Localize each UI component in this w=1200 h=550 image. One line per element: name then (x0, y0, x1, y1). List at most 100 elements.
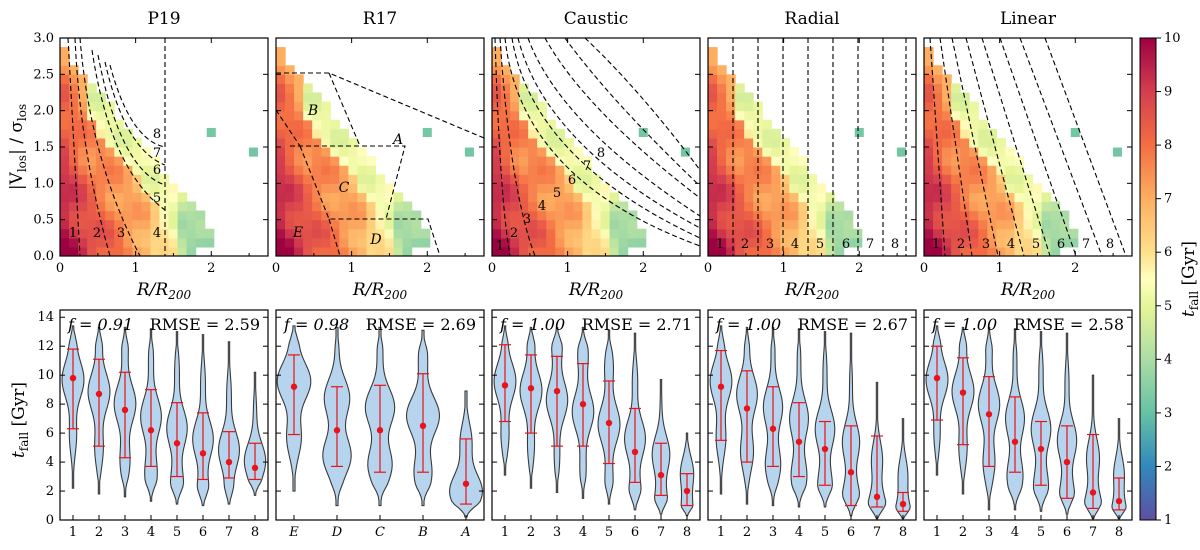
heatmap-cell (375, 246, 386, 256)
heatmap-cell (159, 237, 170, 248)
heatmap-cell (537, 237, 547, 248)
heatmap-cell (366, 174, 377, 184)
heatmap-cell (591, 174, 602, 184)
heatmap-cell (1041, 219, 1052, 230)
heatmap-cell (303, 246, 313, 256)
heatmap-cell (726, 83, 736, 94)
heatmap-cell (60, 174, 70, 184)
heatmap-cell (123, 156, 133, 166)
heatmap-cell (1014, 219, 1025, 230)
heatmap-cell (78, 210, 88, 221)
heatmap-cell (942, 192, 952, 203)
heatmap-cell (600, 228, 611, 239)
heatmap-cell (195, 210, 206, 221)
heatmap-cell (78, 137, 88, 148)
heatmap-cell (519, 174, 529, 184)
heatmap-cell (933, 192, 943, 203)
heatmap-cell (276, 210, 286, 221)
heatmap-cell (960, 128, 970, 139)
y-tick-label: 0.0 (33, 249, 54, 264)
heatmap-cell (780, 228, 790, 239)
colorbar: 1 2 3 4 5 6 7 8 9 10 tfall [Gyr] (1139, 31, 1200, 528)
heatmap-cell (357, 201, 368, 212)
heatmap-cell (96, 192, 106, 203)
heatmap-cell (1023, 237, 1034, 248)
heatmap-cell (627, 228, 638, 239)
heatmap-cell (924, 201, 934, 212)
heatmap-cell (843, 237, 854, 248)
heatmap-cell (924, 56, 934, 66)
heatmap-cell (105, 156, 115, 166)
heatmap-cell (807, 183, 818, 194)
heatmap-cell (87, 137, 97, 148)
boundary-line (299, 145, 441, 256)
heatmap-cell (717, 210, 727, 221)
heatmap-cell (969, 219, 979, 230)
heatmap-cell (834, 210, 845, 221)
heatmap-cell (186, 210, 197, 221)
colorbar-tick-label: 4 (1164, 352, 1172, 367)
heatmap-cell (60, 119, 70, 130)
heatmap-cell (150, 174, 161, 184)
heatmap-cell (321, 183, 331, 194)
heatmap-cell (96, 237, 106, 248)
heatmap-cell (555, 210, 565, 221)
heatmap-cell (294, 92, 304, 103)
heatmap-cell (753, 174, 763, 184)
heatmap-cell (357, 192, 368, 203)
heatmap-cell (1032, 237, 1043, 248)
heatmap-cell (744, 101, 754, 112)
heatmap-cell (1005, 201, 1016, 212)
bin-label: 6 (842, 237, 850, 252)
xlabel-main: R/R (1000, 280, 1033, 300)
heatmap-cell (951, 210, 961, 221)
heatmap-cell (492, 228, 502, 239)
heatmap-cell (60, 83, 70, 94)
heatmap-cell (573, 183, 584, 194)
heatmap-cell (510, 156, 520, 166)
heatmap-cell (303, 201, 313, 212)
heatmap-cell (1050, 228, 1061, 239)
heatmap-cell (348, 156, 358, 166)
heatmap-cell (141, 192, 152, 203)
heatmap-cell (87, 83, 97, 94)
heatmap-cell (708, 192, 718, 203)
heatmap-cell (294, 101, 304, 112)
heatmap-cell (492, 183, 502, 194)
heatmap-cell (69, 183, 79, 194)
heatmap-cell (60, 201, 70, 212)
heatmap-cell (618, 246, 629, 256)
heatmap-cell (348, 165, 358, 175)
ylabel-mid: | / σ (7, 121, 27, 155)
heatmap-cell (798, 237, 809, 248)
x-tick-label: 1 (779, 261, 787, 276)
median-point (579, 400, 587, 408)
heatmap-cell (87, 110, 97, 121)
heatmap-cell (294, 137, 304, 148)
rmse-annotation: RMSE = 2.58 (1014, 315, 1124, 334)
heatmap-cell (771, 201, 781, 212)
heatmap-panel-linear: 1 2 3 4 5 6 7 8 (923, 37, 1133, 257)
heatmap-cell (717, 110, 727, 121)
heatmap-cell (960, 219, 970, 230)
heatmap-cell (546, 156, 556, 166)
heatmap-cell (294, 74, 304, 85)
heatmap-cell (501, 110, 511, 121)
x-tick-label: 2 (1071, 261, 1079, 276)
median-point (899, 500, 907, 508)
heatmap-cell (582, 246, 593, 256)
heatmap-cell (402, 228, 413, 239)
heatmap-cell (132, 228, 142, 239)
f-annotation: f = 1.00 (931, 315, 997, 334)
heatmap-cell (771, 246, 781, 256)
x-tick-label: 1 (347, 261, 355, 276)
heatmap-cell (402, 201, 413, 212)
heatmap-cell (60, 56, 70, 66)
heatmap-cell (501, 119, 511, 130)
heatmap-cell (528, 165, 538, 175)
boundary-line (79, 38, 141, 256)
heatmap-cell (789, 165, 800, 175)
heatmap-cell (978, 165, 988, 175)
heatmap-cell (546, 165, 556, 175)
median-point (553, 387, 561, 395)
